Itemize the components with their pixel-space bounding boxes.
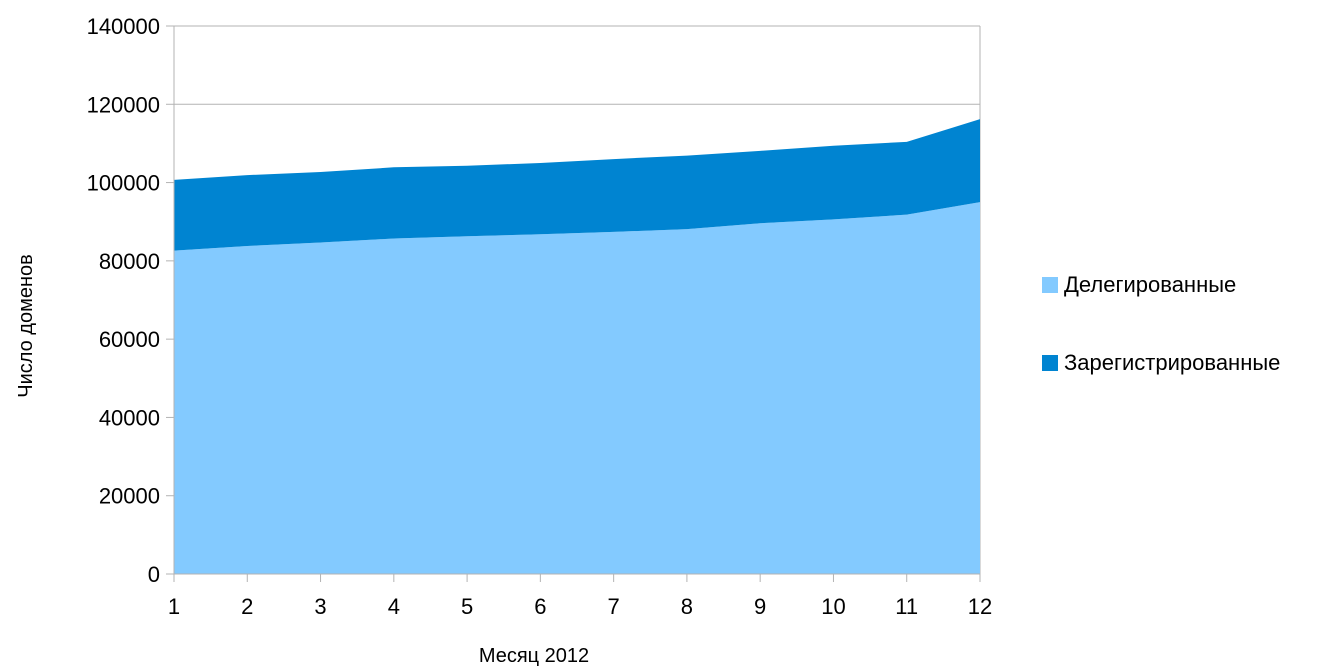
x-tick-label: 2 [241,594,253,619]
area-series-2 [174,119,980,251]
x-tick-label: 12 [968,594,992,619]
x-tick-label: 6 [534,594,546,619]
y-tick-label: 40000 [99,405,160,430]
x-tick-label: 9 [754,594,766,619]
y-tick-label: 120000 [87,92,160,117]
y-tick-label: 20000 [99,484,160,509]
x-tick-label: 5 [461,594,473,619]
legend-label-2: Зарегистрированные [1064,350,1280,375]
legend: Делегированные Зарегистрированные [1042,272,1280,375]
x-axis-title: Месяц 2012 [479,645,589,667]
axes [166,25,981,582]
y-tick-label: 140000 [87,14,160,39]
legend-swatch-2 [1042,355,1058,371]
y-tick-label: 60000 [99,327,160,352]
x-tick-label: 10 [821,594,845,619]
legend-label-1: Делегированные [1064,272,1236,297]
x-tick-label: 1 [168,594,180,619]
x-tick-label: 8 [681,594,693,619]
y-tick-label: 80000 [99,249,160,274]
area-series-1 [174,202,980,574]
legend-swatch-1 [1042,277,1058,293]
x-tick-label: 11 [895,594,918,619]
y-tick-label: 0 [148,562,160,587]
tick-labels: 0 20000 40000 60000 80000 100000 120000 140000 1… [87,14,993,619]
x-tick-label: 7 [608,594,620,619]
x-tick-label: 3 [314,594,326,619]
series-areas [174,119,980,574]
x-tick-label: 4 [388,594,400,619]
y-tick-label: 100000 [87,171,160,196]
y-axis-title: Число доменов [15,254,37,398]
